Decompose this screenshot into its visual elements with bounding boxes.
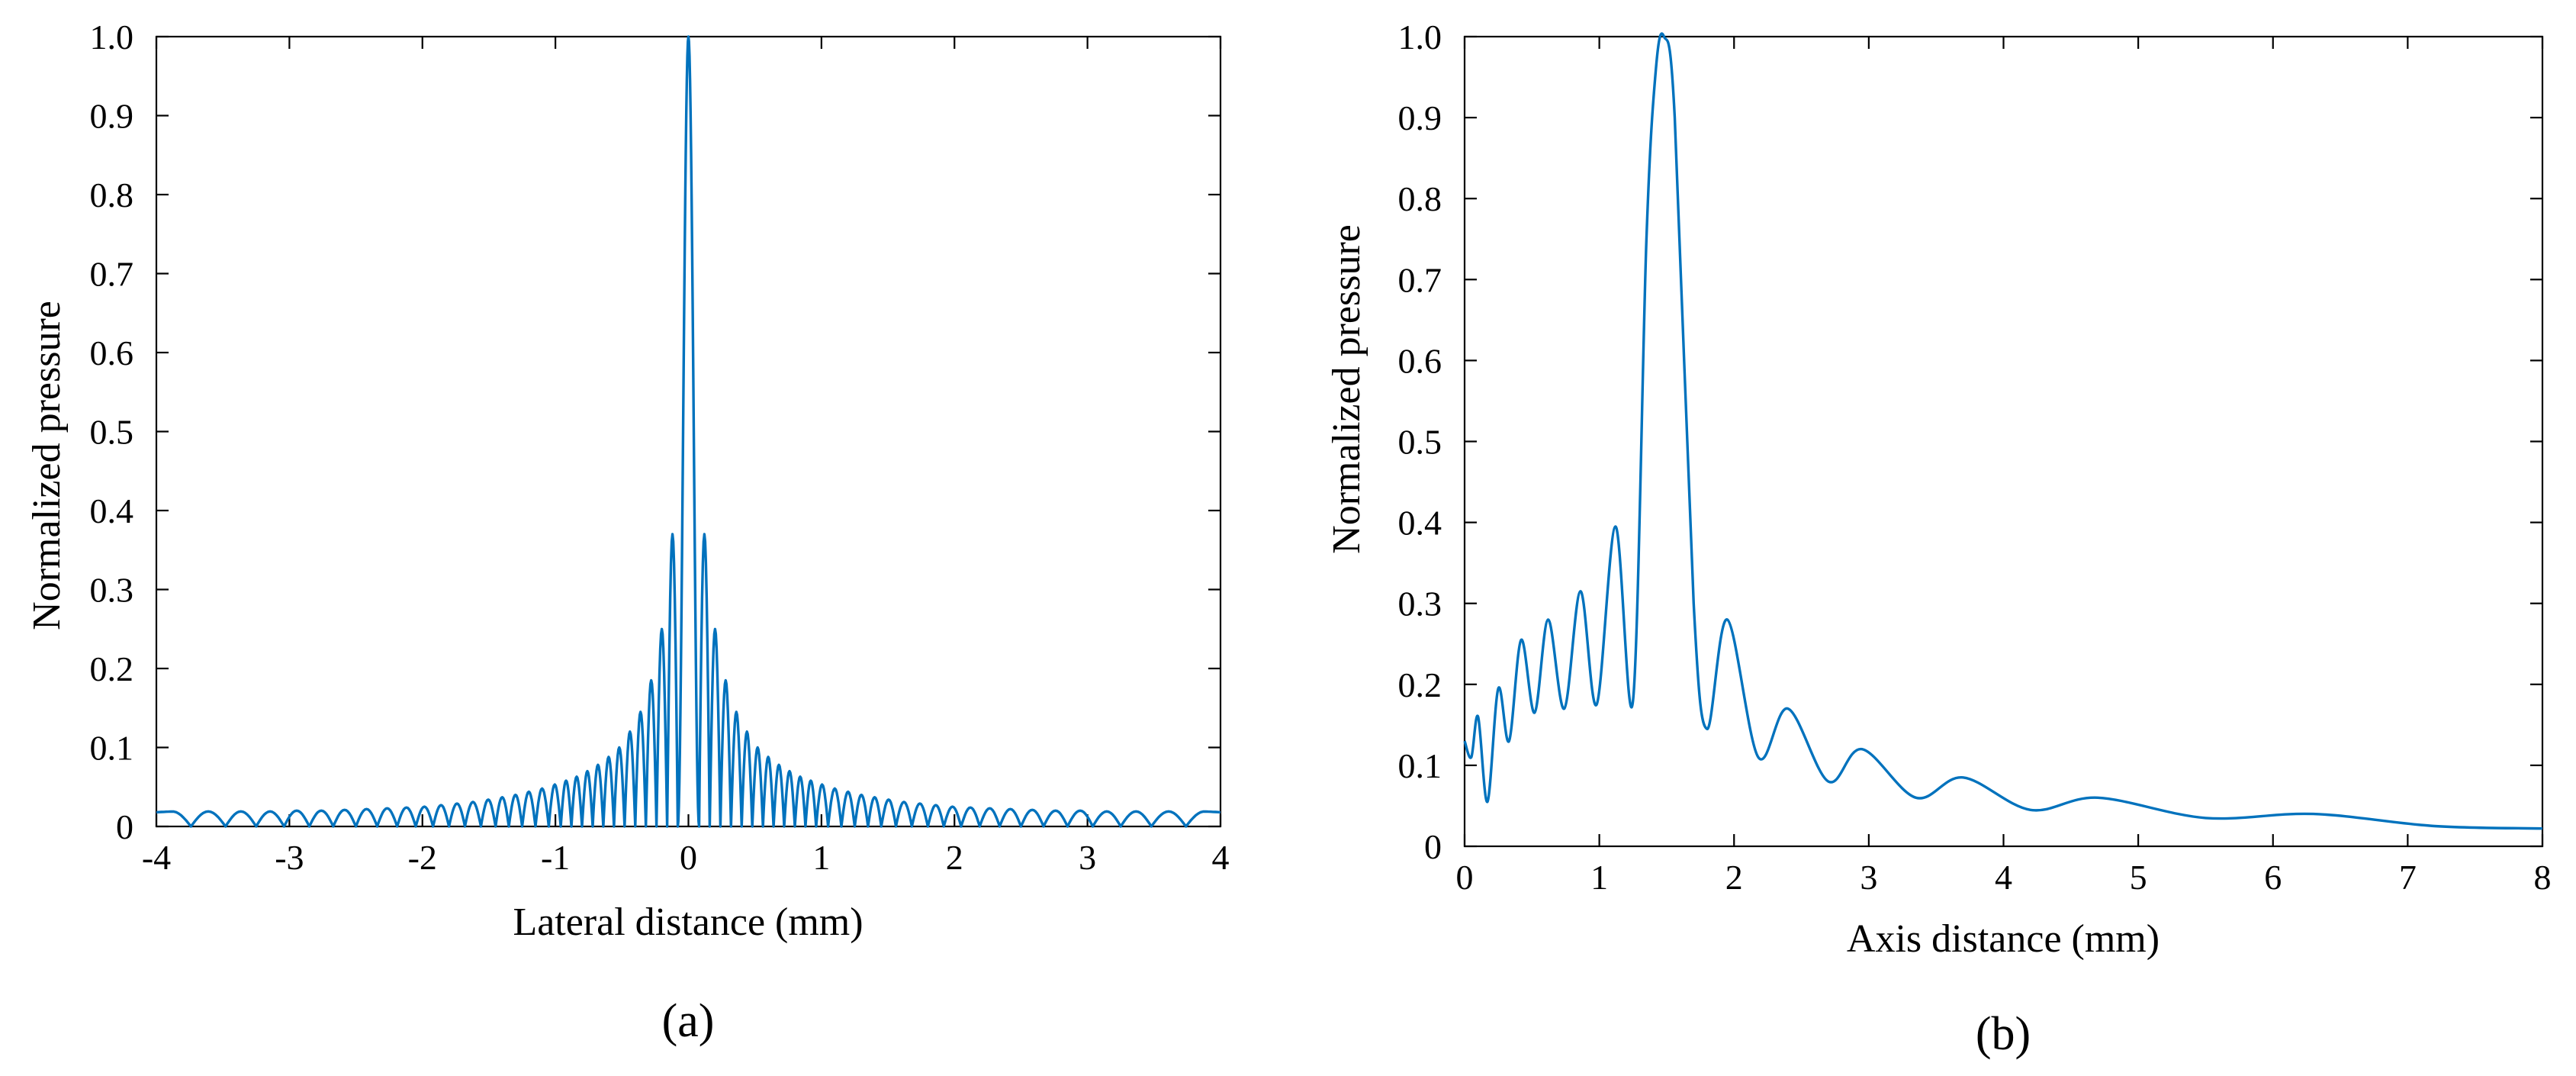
x-tick-label-b: 1	[1590, 858, 1608, 897]
y-tick-label-a: 0.7	[90, 255, 134, 294]
x-axis-label-a: Lateral distance (mm)	[513, 900, 863, 944]
y-axis-title-a: Normalized pressure	[25, 301, 69, 630]
x-tick-label-a: 1	[812, 838, 830, 877]
y-tick-label-a: 0.5	[90, 413, 134, 452]
x-tick-label-b: 5	[2130, 858, 2147, 897]
x-tick-label-a: -4	[142, 838, 171, 877]
y-tick-label-a: 0.9	[90, 97, 134, 136]
panel-label-a: (a)	[662, 995, 715, 1047]
y-tick-label-a: 0.6	[90, 333, 134, 372]
x-tick-label-b: 2	[1725, 858, 1743, 897]
y-axis-label-b: Normalized pressure	[1325, 224, 1368, 554]
x-tick-label-b: 8	[2534, 858, 2552, 897]
ticks-b: 0 1 2 3 4 5 6 7 8 0 0.1 0.2 0.3 0.4 0.5 0.6 0.7 0.8 0.9 1.0	[1398, 18, 2552, 897]
panel-label-b: (b)	[1976, 1008, 2031, 1060]
y-tick-label-b: 0.4	[1398, 504, 1442, 543]
series-line-axial	[1463, 32, 2543, 830]
series-line-lateral	[156, 35, 1221, 828]
y-tick-label-b: 0.8	[1398, 179, 1442, 218]
y-tick-label-a: 0.8	[90, 176, 134, 214]
y-tick-label-a: 0.2	[90, 649, 134, 688]
y-axis-label-a: Normalized pressure	[25, 301, 69, 630]
y-tick-label-b: 0.2	[1398, 665, 1442, 704]
y-tick-label-b: 0.9	[1398, 98, 1442, 137]
x-axis-label-b: Axis distance (mm)	[1847, 917, 2160, 961]
x-tick-label-a: 3	[1079, 838, 1096, 877]
plot-frame-b	[1463, 35, 2544, 848]
x-tick-label-b: 3	[1860, 858, 1877, 897]
x-tick-label-b: 7	[2399, 858, 2417, 897]
x-tick-label-a: -3	[275, 838, 304, 877]
y-tick-label-a: 0.3	[90, 571, 134, 610]
y-tick-label-a: 0.4	[90, 491, 134, 530]
x-tick-label-a: -2	[408, 838, 437, 877]
y-tick-label-a: 0	[116, 807, 133, 846]
x-tick-label-a: -1	[541, 838, 570, 877]
x-tick-label-b: 4	[1995, 858, 2012, 897]
y-tick-label-b: 0	[1424, 827, 1442, 866]
y-tick-label-b: 0.1	[1398, 746, 1442, 785]
x-tick-label-a: 2	[946, 838, 963, 877]
y-tick-label-b: 0.5	[1398, 423, 1442, 462]
y-tick-label-b: 1.0	[1398, 18, 1442, 56]
chart-panel-b: Normalized pressure 0 1 2 3 4 5 6 7 800.10.20.30…	[1325, 18, 2552, 1060]
plot-frame-a	[155, 35, 1222, 828]
y-tick-label-b: 0.6	[1398, 341, 1442, 380]
x-tick-label-b: 0	[1456, 858, 1474, 897]
y-tick-label-a: 0.1	[90, 729, 134, 768]
y-tick-label-b: 0.7	[1398, 260, 1442, 299]
x-tick-label-b: 6	[2264, 858, 2282, 897]
ticks-a: -4 -3 -2 -1 0 1 2 3 4 0 0.1 0.2 0.3 0.4 0.5 0.6 0.7 0.8 0.…	[90, 18, 1230, 877]
y-tick-label-a: 1.0	[90, 18, 134, 56]
y-tick-label-b: 0.3	[1398, 585, 1442, 623]
x-tick-label-a: 4	[1212, 838, 1230, 877]
y-axis-title-b: Normalized pressure	[1325, 224, 1368, 554]
chart-panel-a: Normalized pressure -4 -3 -2 -1 0 1 2 3 4 0 0.1 0.2…	[25, 18, 1230, 1047]
x-tick-label-a: 0	[680, 838, 697, 877]
